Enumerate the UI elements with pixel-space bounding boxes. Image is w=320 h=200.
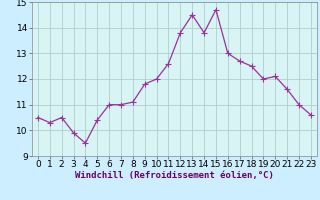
X-axis label: Windchill (Refroidissement éolien,°C): Windchill (Refroidissement éolien,°C) <box>75 171 274 180</box>
